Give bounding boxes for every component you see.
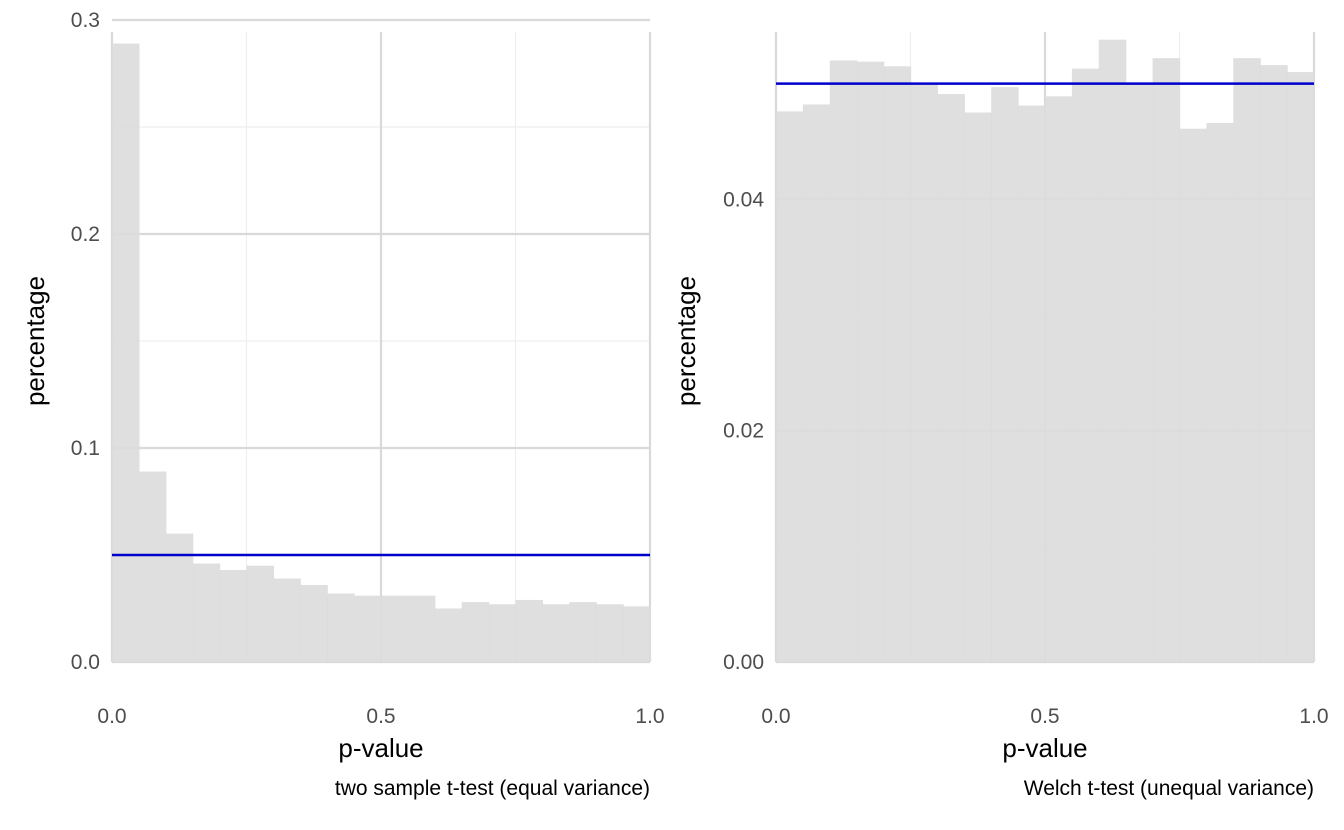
histogram-bar [883, 66, 912, 663]
histogram-bar [910, 84, 938, 662]
histogram-bar [300, 584, 328, 662]
histogram-bar [327, 593, 355, 662]
histogram-bar [1233, 58, 1261, 662]
plot-caption: two sample t-test (equal variance) [335, 777, 650, 800]
histogram-bar [542, 604, 570, 662]
histogram-bar [1287, 72, 1315, 662]
histogram-bar [219, 569, 248, 662]
histogram-bar [488, 604, 517, 662]
histogram-bar [354, 595, 382, 662]
plot-caption: Welch t-test (unequal variance) [1024, 777, 1314, 800]
histogram-bar [964, 112, 992, 663]
histogram-bar [1179, 128, 1207, 663]
histogram-bar [1018, 105, 1046, 663]
histogram-bar [569, 602, 597, 662]
x-tick-label: 0.5 [1030, 705, 1059, 728]
histogram-bar [1152, 58, 1181, 662]
histogram-bar [515, 599, 543, 662]
x-tick-label: 0.5 [366, 705, 395, 728]
y-tick-label: 0.02 [723, 420, 764, 443]
y-axis-title: percentage [671, 276, 701, 406]
x-axis-title: p-value [338, 733, 423, 763]
histogram-bar [192, 563, 221, 662]
histogram-bar [776, 111, 804, 662]
y-tick-label: 0.04 [723, 188, 764, 211]
y-tick-label: 0.2 [71, 223, 100, 246]
histogram-bar [138, 471, 167, 662]
histogram-bar [856, 61, 885, 662]
y-tick-label: 0.00 [723, 651, 764, 674]
panel-two-sample-t-test: 0.0 0.1 0.2 0.3 0.0 0.5 1.0 p-value percentage tw… [20, 9, 665, 800]
histogram-bars [776, 39, 1315, 663]
y-tick-label: 0.3 [71, 9, 100, 32]
histogram-bar [407, 595, 436, 662]
histogram-bar [461, 602, 490, 662]
histogram-bars [112, 43, 651, 663]
x-tick-label: 1.0 [635, 705, 664, 728]
histogram-bar [273, 578, 301, 662]
y-tick-label: 0.1 [71, 437, 100, 460]
histogram-bar [829, 60, 858, 662]
histogram-bar [434, 608, 463, 662]
histogram-bar [937, 94, 965, 663]
histogram-bar [165, 533, 194, 662]
histogram-bar [802, 104, 831, 663]
histogram-bar [1045, 96, 1073, 662]
y-tick-label: 0.0 [71, 651, 100, 674]
panel-welch-t-test: 0.00 0.02 0.04 0.0 0.5 1.0 p-value percentage We… [671, 32, 1329, 800]
histogram-bar [381, 595, 409, 662]
histogram-bar [1125, 83, 1154, 662]
histogram-bar [1260, 65, 1288, 662]
histogram-bar [596, 604, 624, 662]
histogram-bar [991, 87, 1019, 662]
histogram-bar [246, 565, 274, 662]
x-tick-label: 1.0 [1299, 705, 1328, 728]
x-tick-label: 0.0 [761, 705, 790, 728]
histogram-bar [112, 43, 140, 663]
y-axis-title: percentage [20, 276, 50, 406]
x-tick-label: 0.0 [97, 705, 126, 728]
histogram-bar [1071, 68, 1100, 662]
x-axis-title: p-value [1002, 733, 1087, 763]
histogram-bar [1098, 39, 1127, 663]
histogram-bar [623, 606, 651, 662]
histogram-bar [1206, 122, 1234, 662]
